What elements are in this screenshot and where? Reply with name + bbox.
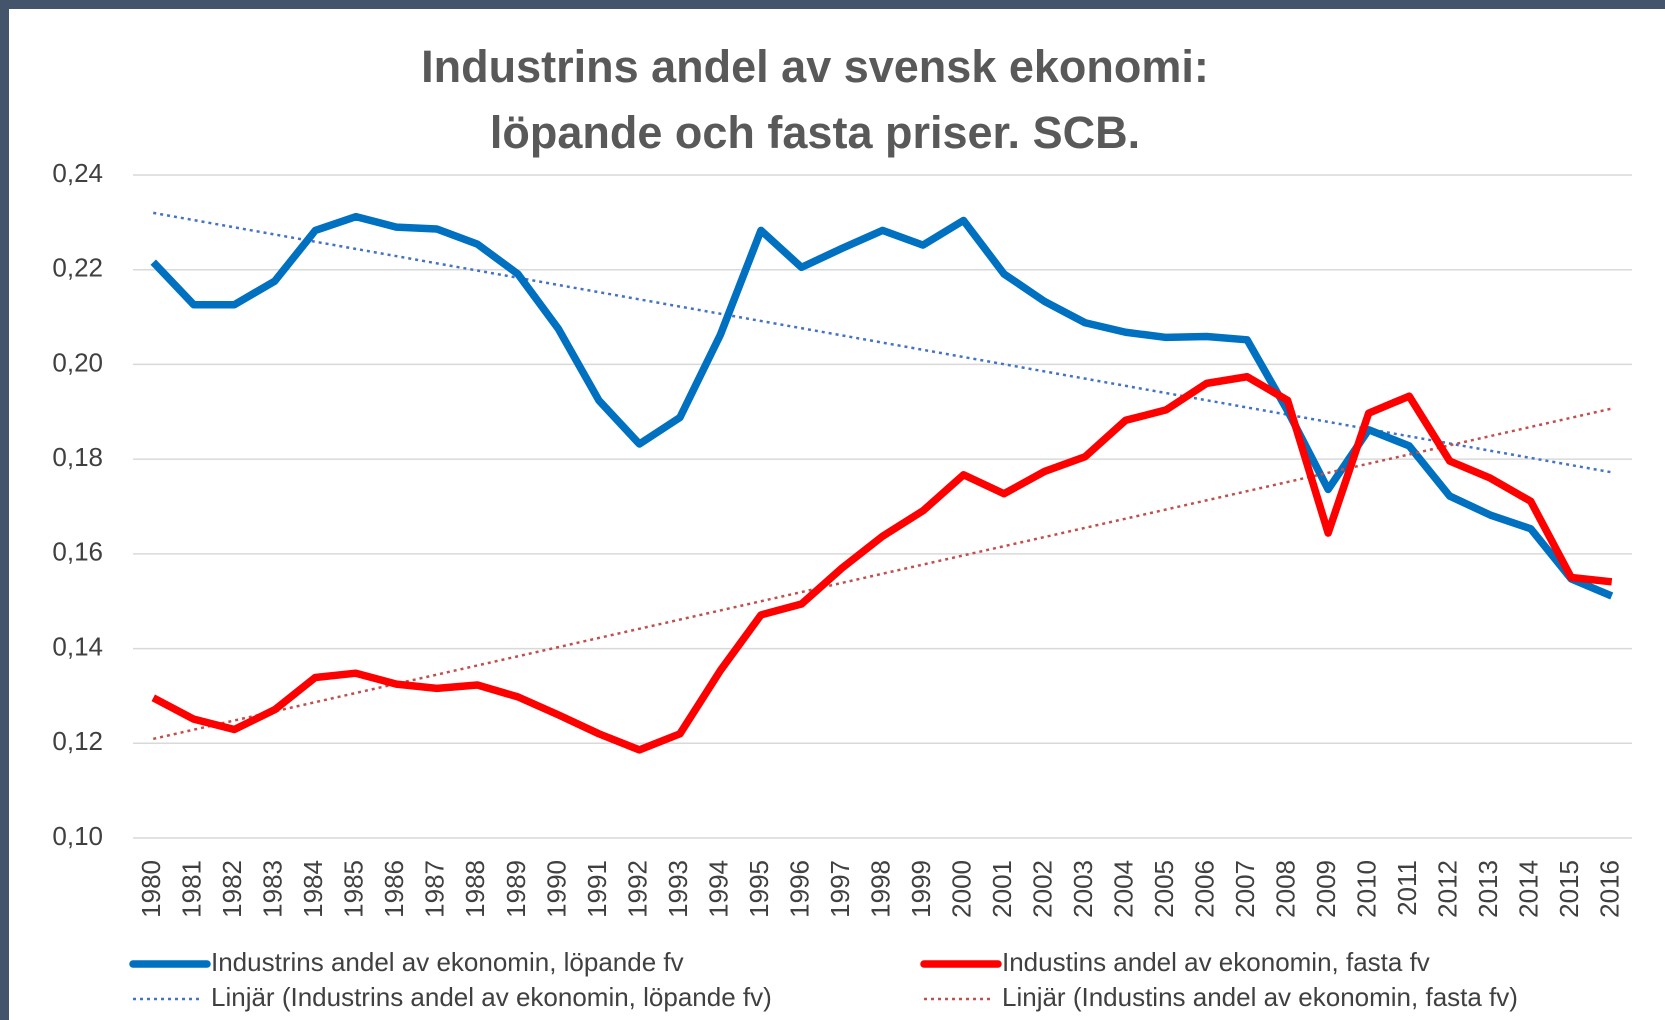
x-tick-label: 1994 — [703, 860, 733, 918]
x-tick-label: 1989 — [501, 860, 531, 918]
chart-title: Industrins andel av svensk ekonomi: — [421, 41, 1209, 92]
x-tick-label: 1991 — [582, 860, 612, 918]
x-tick-label: 1986 — [379, 860, 409, 918]
y-tick-label: 0,12 — [52, 726, 103, 756]
x-tick-label: 1990 — [541, 860, 571, 918]
x-tick-label: 2012 — [1433, 860, 1463, 918]
chart-area — [9, 9, 1665, 1020]
x-tick-label: 1993 — [663, 860, 693, 918]
x-tick-label: 2002 — [1027, 860, 1057, 918]
y-tick-label: 0,18 — [52, 442, 103, 472]
x-tick-label: 1999 — [906, 860, 936, 918]
x-tick-label: 2003 — [1068, 860, 1098, 918]
y-tick-label: 0,14 — [52, 631, 103, 661]
x-tick-label: 2006 — [1189, 860, 1219, 918]
legend-label: Industrins andel av ekonomin, löpande fv — [211, 947, 684, 977]
x-tick-label: 2005 — [1149, 860, 1179, 918]
x-tick-label: 1983 — [258, 860, 288, 918]
x-tick-label: 1998 — [865, 860, 895, 918]
legend-label: Linjär (Industrins andel av ekonomin, lö… — [211, 982, 772, 1012]
x-tick-label: 1980 — [136, 860, 166, 918]
legend-label: Linjär (Industins andel av ekonomin, fas… — [1002, 982, 1518, 1012]
y-tick-label: 0,20 — [52, 347, 103, 377]
x-tick-label: 1984 — [298, 860, 328, 918]
y-tick-label: 0,16 — [52, 537, 103, 567]
x-tick-label: 1988 — [460, 860, 490, 918]
x-tick-label: 2013 — [1473, 860, 1503, 918]
x-tick-label: 1995 — [744, 860, 774, 918]
x-tick-label: 2016 — [1595, 860, 1625, 918]
series-line — [150, 212, 1614, 600]
x-tick-label: 2015 — [1554, 860, 1584, 918]
x-tick-label: 2010 — [1352, 860, 1382, 918]
x-tick-label: 2011 — [1392, 860, 1422, 916]
x-tick-label: 2007 — [1230, 860, 1260, 918]
x-tick-label: 2004 — [1108, 860, 1138, 918]
x-tick-label: 2001 — [987, 860, 1017, 918]
x-tick-label: 1996 — [784, 860, 814, 918]
y-tick-label: 0,24 — [52, 158, 103, 188]
chart-title: löpande och fasta priser. SCB. — [490, 107, 1140, 158]
x-tick-label: 2009 — [1311, 860, 1341, 918]
x-tick-label: 1982 — [217, 860, 247, 918]
x-tick-label: 2000 — [946, 860, 976, 918]
legend-label: Industins andel av ekonomin, fasta fv — [1002, 947, 1430, 977]
y-tick-label: 0,10 — [52, 821, 103, 851]
x-tick-label: 1985 — [339, 860, 369, 918]
y-tick-label: 0,22 — [52, 253, 103, 283]
series-line — [151, 372, 1613, 754]
trendline — [152, 407, 1613, 741]
x-tick-label: 1981 — [177, 860, 207, 918]
x-tick-label: 1997 — [825, 860, 855, 918]
x-tick-label: 1987 — [420, 860, 450, 918]
x-tick-label: 1992 — [622, 860, 652, 918]
x-tick-label: 2014 — [1514, 860, 1544, 918]
x-tick-label: 2008 — [1271, 860, 1301, 918]
